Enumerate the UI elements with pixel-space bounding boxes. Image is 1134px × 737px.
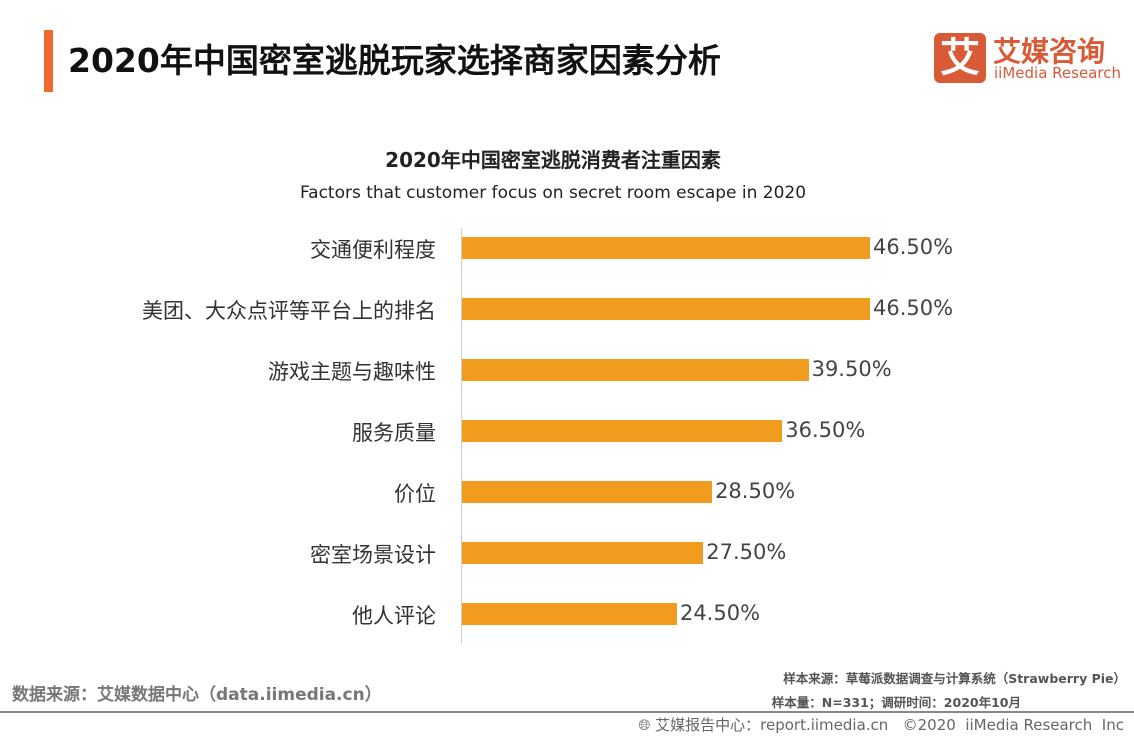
footer-divider [0, 711, 1134, 713]
data-label: 46.50% [873, 235, 954, 259]
category-label: 交通便利程度 [310, 238, 436, 262]
data-label: 27.50% [706, 540, 787, 564]
data-label: 36.50% [785, 418, 866, 442]
page-title: 2020年中国密室逃脱玩家选择商家因素分析 [68, 41, 721, 80]
bar [462, 237, 870, 259]
bar [462, 603, 677, 625]
category-label: 美团、大众点评等平台上的排名 [142, 299, 436, 323]
category-label: 密室场景设计 [310, 543, 436, 567]
globe-icon: 🌐︎ [638, 716, 656, 734]
bar [462, 298, 870, 320]
data-source: 数据来源：艾媒数据中心（data.iimedia.cn） [12, 685, 382, 705]
bar [462, 359, 809, 381]
category-label: 游戏主题与趣味性 [268, 360, 436, 384]
logo-icon: 艾 [934, 33, 986, 83]
data-label: 46.50% [873, 296, 954, 320]
logo-text-cn: 艾媒咨询 [993, 35, 1106, 68]
sample-size: 样本量：N=331；调研时间：2020年10月 [771, 695, 1021, 710]
copyright: 🌐︎ 艾媒报告中心：report.iimedia.cn ©2020 iiMedi… [638, 714, 1124, 735]
sample-source: 样本来源：草莓派数据调查与计算系统（Strawberry Pie） [783, 671, 1126, 686]
category-label: 服务质量 [352, 421, 436, 445]
copyright-text: 艾媒报告中心：report.iimedia.cn ©2020 iiMedia R… [655, 716, 1124, 734]
chart-subtitle: Factors that customer focus on secret ro… [299, 183, 807, 203]
data-label: 24.50% [679, 601, 761, 625]
y-axis-line [461, 228, 462, 644]
bar [462, 481, 713, 503]
data-label: 39.50% [811, 357, 892, 381]
bar [462, 420, 783, 442]
logo-text-en: iiMedia Research [994, 64, 1121, 82]
category-label: 价位 [394, 482, 436, 506]
chart-title: 2020年中国密室逃脱消费者注重因素 [385, 148, 721, 172]
bar [462, 542, 704, 564]
category-label: 他人评论 [352, 604, 436, 628]
data-label: 28.50% [715, 479, 796, 503]
title-accent-bar [44, 30, 53, 92]
